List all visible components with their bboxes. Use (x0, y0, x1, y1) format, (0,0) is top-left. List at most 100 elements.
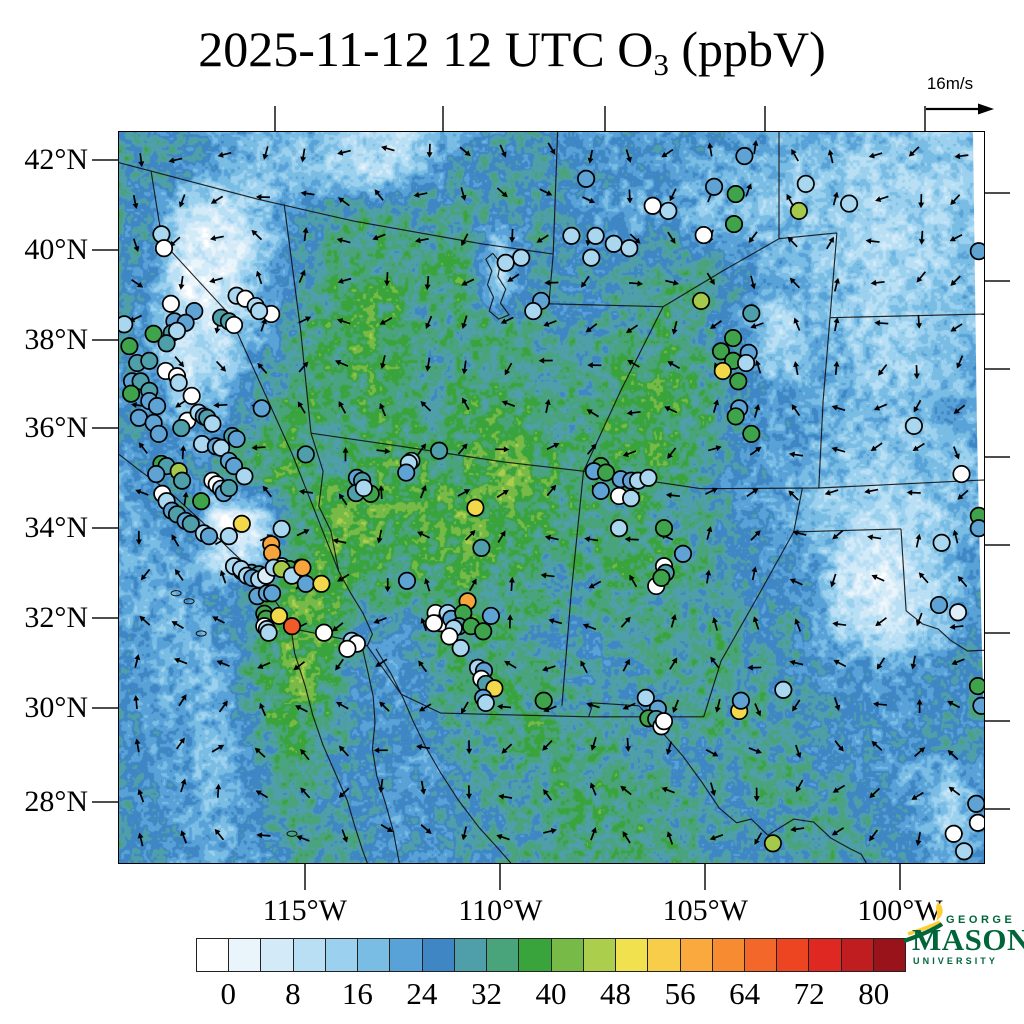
wind-arrow-icon (865, 238, 880, 245)
wind-arrow-icon (586, 409, 599, 418)
wind-arrow-icon (460, 701, 469, 714)
wind-arrow-icon (956, 355, 964, 369)
axis-tick (603, 106, 606, 131)
wind-arrow-icon (869, 829, 879, 842)
wind-arrow-icon (831, 827, 845, 836)
station-marker (219, 527, 238, 546)
station-marker (451, 639, 470, 658)
wind-arrow-icon (589, 782, 597, 796)
state-border-line (703, 487, 803, 717)
colorbar-cell (325, 939, 359, 971)
station-marker (481, 606, 500, 625)
wind-arrow-icon (135, 530, 142, 545)
wind-arrow-icon (957, 489, 969, 500)
wind-arrow-icon (864, 488, 879, 495)
station-marker (742, 424, 761, 443)
wind-arrow-icon (752, 616, 760, 630)
wind-arrow-icon (746, 488, 759, 497)
station-marker (252, 399, 271, 418)
wind-arrow-icon (833, 360, 840, 375)
colorbar-tick-label: 32 (470, 976, 502, 1011)
axis-tick (499, 864, 502, 890)
wind-arrow-icon (664, 406, 678, 414)
station-marker (711, 342, 731, 361)
wind-arrow-icon (420, 780, 427, 795)
wind-arrow-icon (750, 530, 761, 541)
station-marker (203, 414, 222, 433)
wind-arrow-icon (178, 275, 185, 290)
wind-arrow-icon (875, 195, 889, 202)
wind-arrow-icon (915, 314, 922, 329)
wind-arrow-icon (171, 621, 184, 629)
axis-tick (92, 426, 118, 429)
axis-tick (985, 807, 1010, 810)
wind-arrow-icon (831, 404, 846, 412)
wind-arrow-icon (543, 788, 553, 801)
map-panel (118, 131, 985, 864)
colorbar-cell (616, 939, 649, 971)
wind-arrow-icon (133, 695, 140, 710)
wind-arrow-icon (376, 529, 383, 544)
station-marker (726, 185, 745, 204)
wind-arrow-icon (872, 701, 887, 708)
station-marker (354, 478, 373, 498)
station-marker (312, 574, 331, 593)
station-marker (140, 351, 159, 370)
wind-arrow-icon (625, 149, 632, 163)
wind-arrow-icon (496, 834, 510, 841)
axis-tick (985, 192, 1010, 195)
wind-arrow-icon (507, 614, 514, 629)
wind-arrow-icon (912, 442, 925, 451)
wind-arrow-icon (661, 786, 675, 794)
lat-axis-label: 30°N (24, 690, 88, 724)
wind-arrow-icon (176, 737, 185, 750)
station-marker (282, 617, 302, 636)
wind-arrow-icon (293, 661, 305, 671)
wind-arrow-icon (749, 446, 762, 456)
station-marker (622, 489, 641, 508)
station-marker (659, 201, 678, 220)
wind-arrow-icon (384, 578, 391, 593)
wind-arrow-icon (832, 191, 839, 206)
wind-arrow-icon (336, 237, 351, 244)
colorbar-cell (873, 939, 906, 971)
station-marker (692, 291, 711, 310)
station-marker (154, 239, 174, 258)
axis-tick (92, 159, 118, 162)
wind-arrow-icon (335, 658, 344, 671)
axis-tick (985, 543, 1010, 546)
wind-arrow-icon (957, 575, 968, 588)
wind-arrow-icon (378, 485, 385, 500)
wind-arrow-icon (509, 228, 516, 243)
station-marker (968, 677, 984, 696)
wind-arrow-icon (504, 362, 513, 376)
station-marker (440, 627, 459, 646)
colorbar-cell (197, 939, 230, 971)
wind-arrow-icon (417, 531, 431, 539)
lat-axis-label: 40°N (24, 233, 88, 267)
lat-axis-label: 28°N (24, 785, 88, 819)
wind-arrow-icon (257, 362, 268, 374)
colorbar-cell (293, 939, 326, 971)
wind-arrow-icon (182, 491, 189, 506)
state-border-line (548, 238, 780, 308)
wind-arrow-icon (424, 276, 431, 291)
wind-arrow-icon (295, 705, 308, 713)
wind-arrow-icon (949, 233, 963, 242)
state-border-line (793, 528, 902, 533)
wind-arrow-icon (373, 617, 387, 624)
wind-arrow-icon (180, 778, 187, 793)
wind-arrow-icon (174, 568, 184, 581)
wind-arrow-icon (380, 824, 394, 832)
wind-arrow-icon (465, 530, 476, 541)
station-marker (474, 622, 493, 641)
title-suffix: (ppbV) (668, 21, 826, 77)
station-marker (742, 304, 761, 323)
station-marker (948, 603, 968, 622)
wind-arrow-icon (543, 705, 557, 713)
wind-arrow-icon (582, 196, 596, 204)
station-marker (397, 463, 416, 482)
wind-arrow-icon (869, 787, 880, 799)
wind-arrow-icon (915, 832, 922, 846)
